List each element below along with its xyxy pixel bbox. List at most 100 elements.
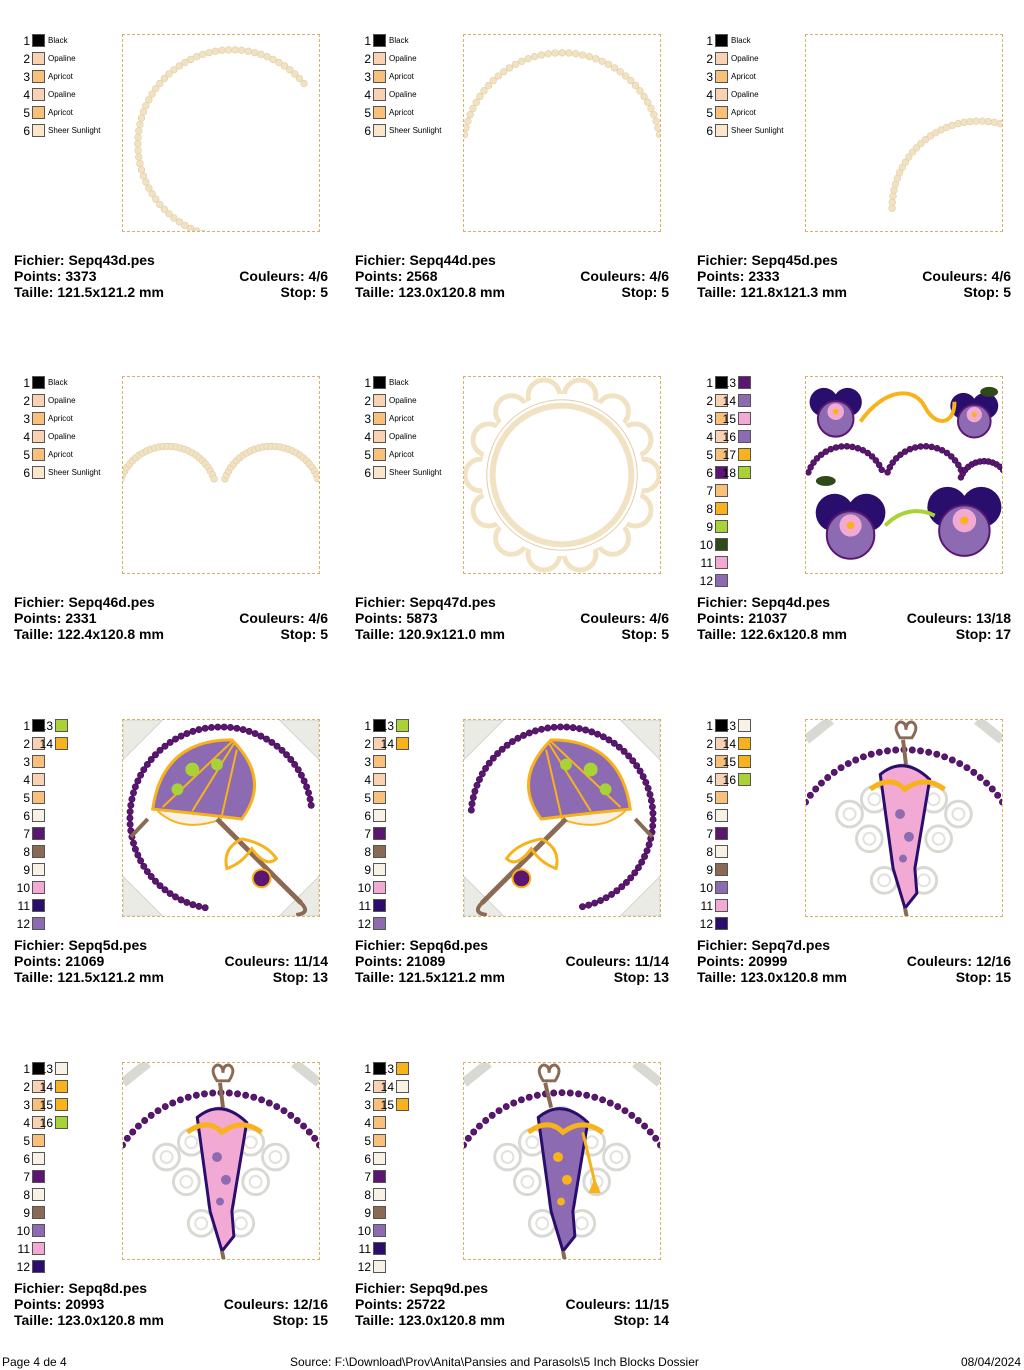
thread-name: Sheer Sunlight [731, 126, 784, 135]
thread-swatch [715, 791, 728, 804]
thread-swatch [715, 484, 728, 497]
points-value: 2568 [406, 268, 438, 284]
thread-index: 5 [364, 106, 371, 120]
thread-swatch [396, 1098, 409, 1111]
design-card: 1 Black 2 Opaline 3 Apricot 4 Opaline 5 Apri… [14, 20, 344, 320]
thread-swatch [373, 1206, 386, 1219]
points-label: Points: [355, 268, 403, 284]
thread-index: 6 [706, 466, 713, 480]
stop-count: Stop: 15 [956, 969, 1011, 985]
colors-value: 4/6 [649, 610, 669, 626]
colors-count: Couleurs: 13/18 [907, 610, 1011, 626]
colors-count: Couleurs: 11/14 [225, 953, 329, 969]
points-label: Points: [14, 953, 62, 969]
points-label: Points: [355, 953, 403, 969]
file-label: Fichier: [355, 1280, 406, 1296]
thread-swatch [32, 1080, 45, 1093]
thread-index: 7 [706, 484, 713, 498]
thread-index: 6 [364, 124, 371, 138]
file-line: Fichier: Sepq6d.pes [355, 937, 669, 953]
embroidery-preview [463, 1062, 661, 1260]
thread-index: 6 [364, 466, 371, 480]
thread-swatch [32, 917, 45, 930]
thread-swatch [55, 1062, 68, 1075]
points-line: Points: 20999 Couleurs: 12/16 [697, 953, 1011, 969]
thread-swatch [373, 737, 386, 750]
stop-count: Stop: 15 [273, 1312, 328, 1328]
thread-swatch [32, 1116, 45, 1129]
points-line: Points: 2331 Couleurs: 4/6 [14, 610, 328, 626]
thread-swatch [715, 520, 728, 533]
thread-swatch [32, 52, 45, 65]
colors-value: 4/6 [991, 268, 1011, 284]
thread-name: Apricot [389, 414, 414, 423]
thread-index: 6 [23, 1152, 30, 1166]
stop-label: Stop: [280, 626, 317, 642]
thread-swatch [738, 719, 751, 732]
points-line: Points: 25722 Couleurs: 11/15 [355, 1296, 669, 1312]
thread-index: 14 [380, 737, 394, 751]
thread-swatch [715, 502, 728, 515]
thread-name: Sheer Sunlight [389, 468, 442, 477]
thread-swatch [373, 88, 386, 101]
stop-count: Stop: 5 [622, 284, 669, 300]
thread-name: Apricot [48, 72, 73, 81]
thread-index: 12 [357, 917, 371, 931]
file-line: Fichier: Sepq8d.pes [14, 1280, 328, 1296]
thread-swatch [373, 376, 386, 389]
points-value: 5873 [406, 610, 438, 626]
thread-swatch [738, 448, 751, 461]
file-line: Fichier: Sepq9d.pes [355, 1280, 669, 1296]
thread-name: Apricot [389, 72, 414, 81]
thread-index: 13 [39, 1062, 53, 1076]
thread-index: 15 [722, 755, 736, 769]
thread-index: 3 [706, 412, 713, 426]
thread-swatch [715, 376, 728, 389]
size-value: 123.0x120.8 mm [398, 284, 505, 300]
thread-index: 12 [699, 574, 713, 588]
thread-index: 15 [380, 1098, 394, 1112]
thread-swatch [32, 1242, 45, 1255]
colors-value: 11/14 [293, 953, 328, 969]
thread-swatch [373, 1080, 386, 1093]
thread-index: 4 [706, 88, 713, 102]
thread-swatch [738, 412, 751, 425]
thread-name: Opaline [731, 90, 759, 99]
design-info: Fichier: Sepq43d.pes Points: 3373 Couleu… [14, 252, 328, 300]
thread-index: 3 [364, 1098, 371, 1112]
thread-swatch [715, 917, 728, 930]
design-artwork [134, 46, 308, 231]
stop-value: 5 [320, 284, 328, 300]
file-name: Sepq45d.pes [751, 252, 838, 268]
thread-index: 2 [364, 737, 371, 751]
points-line: Points: 2333 Couleurs: 4/6 [697, 268, 1011, 284]
thread-name: Sheer Sunlight [389, 126, 442, 135]
thread-index: 11 [17, 1242, 30, 1256]
thread-index: 10 [16, 1224, 30, 1238]
file-name: Sepq46d.pes [68, 594, 155, 610]
thread-index: 5 [706, 106, 713, 120]
colors-label: Couleurs: [239, 610, 305, 626]
thread-swatch [373, 124, 386, 137]
thread-swatch [715, 809, 728, 822]
file-name: Sepq9d.pes [409, 1280, 489, 1296]
file-line: Fichier: Sepq44d.pes [355, 252, 669, 268]
points-label: Points: [355, 610, 403, 626]
thread-index: 1 [706, 719, 713, 733]
file-line: Fichier: Sepq46d.pes [14, 594, 328, 610]
colors-count: Couleurs: 4/6 [580, 268, 669, 284]
size-line: Taille: 123.0x120.8 mm Stop: 15 [697, 969, 1011, 985]
colors-value: 12/16 [292, 1296, 328, 1312]
points-line: Points: 5873 Couleurs: 4/6 [355, 610, 669, 626]
size-label: Taille: [355, 1312, 395, 1328]
thread-index: 4 [23, 1116, 30, 1130]
design-info: Fichier: Sepq4d.pes Points: 21037 Couleu… [697, 594, 1011, 642]
design-artwork [464, 377, 660, 573]
thread-name: Black [48, 36, 68, 45]
thread-swatch [715, 52, 728, 65]
points-label: Points: [14, 610, 62, 626]
stop-label: Stop: [955, 969, 992, 985]
thread-index: 4 [23, 88, 30, 102]
stop-value: 13 [653, 969, 669, 985]
thread-index: 3 [23, 755, 30, 769]
